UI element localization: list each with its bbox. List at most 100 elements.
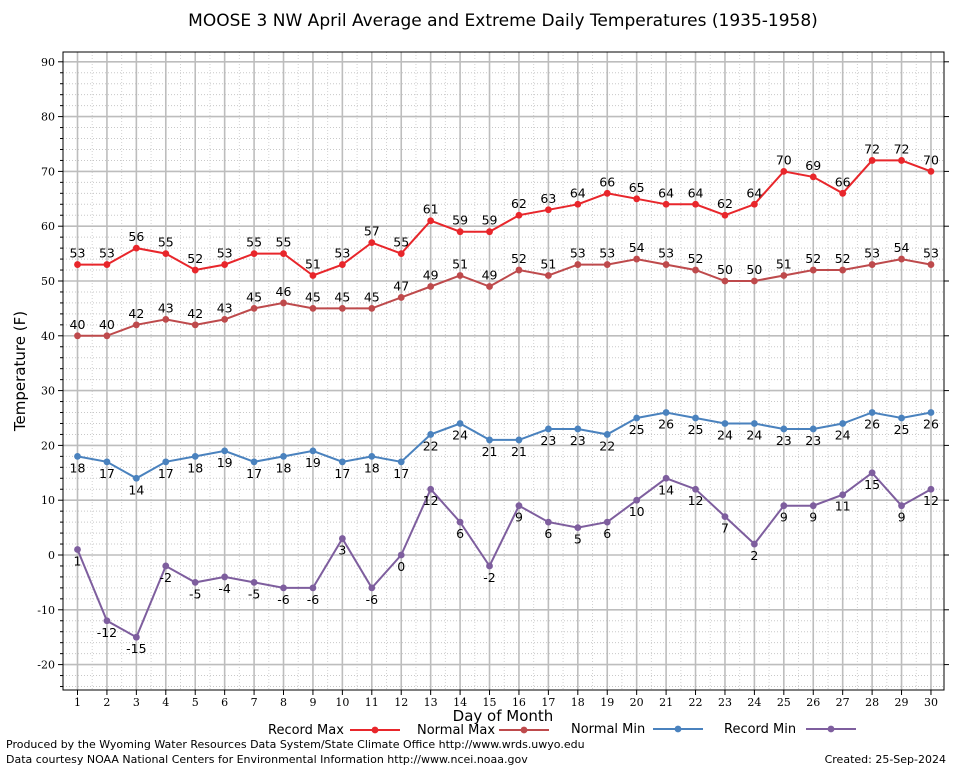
legend-label: Normal Min (571, 722, 645, 737)
data-label: 52 (835, 251, 851, 266)
data-label: 65 (629, 180, 645, 195)
data-label: 9 (809, 510, 817, 525)
data-point (721, 513, 729, 521)
data-label: 51 (776, 257, 792, 272)
x-tick-label: 26 (806, 696, 820, 709)
data-point (750, 540, 758, 548)
data-label: 53 (570, 246, 586, 261)
x-tick-label: 24 (747, 696, 761, 709)
data-label: 9 (515, 510, 523, 525)
data-label: 18 (187, 460, 203, 475)
data-point (633, 255, 641, 263)
data-point (780, 168, 788, 175)
data-point (574, 261, 582, 268)
legend-item-normal-max: Normal Max (417, 723, 549, 738)
data-label: 45 (364, 289, 380, 304)
data-label: 24 (746, 427, 762, 442)
data-point (662, 409, 670, 416)
data-point (427, 431, 435, 438)
data-point (103, 261, 111, 268)
data-point (898, 502, 905, 510)
data-label: 26 (923, 417, 939, 432)
data-label: 11 (835, 499, 851, 514)
data-label: 59 (482, 213, 498, 228)
x-axis-ticks: 1 2 3 4 5 6 7 8 9 10 11 12 13 14 15 16 17 18 19 20 21 22 23 24 2… (74, 690, 938, 709)
data-point (721, 277, 729, 285)
data-label: 23 (776, 433, 792, 448)
data-label: 62 (511, 196, 527, 211)
data-point (74, 452, 81, 460)
data-point (898, 157, 905, 164)
y-tick-label: -20 (37, 659, 55, 672)
y-tick-label: 50 (41, 275, 55, 288)
data-point (221, 573, 229, 581)
series-line-record-max (77, 159, 932, 277)
data-point (868, 469, 876, 477)
x-tick-label: 17 (541, 696, 555, 709)
data-point (544, 425, 552, 433)
data-label: -5 (189, 586, 201, 601)
data-point (162, 562, 170, 570)
data-point (633, 414, 641, 422)
y-tick-label: 40 (41, 330, 55, 343)
data-point (338, 458, 346, 466)
legend-swatch-marker (520, 726, 528, 734)
x-tick-label: 14 (453, 696, 467, 709)
data-point (456, 272, 464, 279)
data-label: 53 (599, 246, 615, 261)
y-axis-label: Temperature (F) (11, 311, 29, 432)
data-point (368, 239, 376, 247)
series-normal-min: 18 17 14 17 18 19 17 18 19 17 18 17 22 24 21 21 23 23 22 25… (70, 409, 939, 497)
x-tick-label: 23 (718, 696, 732, 709)
data-label: 53 (658, 246, 674, 261)
data-point (250, 250, 258, 257)
data-point (162, 315, 170, 323)
legend-label: Record Max (268, 723, 344, 738)
data-point (191, 452, 199, 460)
x-tick-label: 3 (133, 696, 140, 709)
data-point (162, 250, 170, 257)
data-point (280, 299, 287, 307)
data-point (868, 409, 876, 416)
data-point (750, 277, 758, 285)
data-point (603, 518, 611, 526)
data-label: 2 (750, 548, 758, 563)
data-point (515, 266, 523, 274)
data-point (927, 485, 935, 493)
data-label: -6 (366, 592, 379, 607)
data-label: -4 (218, 581, 231, 596)
data-label: -12 (97, 625, 117, 640)
data-label: 23 (540, 433, 556, 448)
data-label: -15 (126, 641, 146, 656)
legend-label: Record Min (724, 722, 796, 737)
x-tick-label: 25 (777, 696, 791, 709)
data-point (368, 305, 376, 312)
data-point (309, 447, 317, 455)
data-point (662, 200, 670, 208)
data-label: 40 (70, 317, 86, 332)
data-label: 17 (99, 466, 115, 481)
legend-item-record-min: Record Min (724, 722, 856, 737)
data-point (74, 332, 81, 340)
data-point (515, 502, 523, 510)
data-point (780, 272, 788, 279)
data-point (603, 189, 611, 197)
data-label: 45 (305, 289, 321, 304)
data-label: 5 (574, 532, 582, 547)
data-label: 53 (334, 246, 350, 261)
data-label: 59 (452, 213, 468, 228)
data-point (397, 250, 405, 257)
data-label: 72 (864, 141, 880, 156)
data-label: 26 (658, 417, 674, 432)
x-tick-label: 12 (394, 696, 408, 709)
data-label: 18 (70, 460, 86, 475)
data-point (750, 200, 758, 208)
data-label: 64 (658, 185, 674, 200)
data-label: 55 (393, 235, 409, 250)
data-point (132, 244, 140, 252)
data-point (721, 211, 729, 219)
legend: Record Max Normal Max Normal Min Record Min (268, 722, 856, 738)
data-point (338, 535, 346, 542)
y-tick-label: 70 (41, 165, 55, 178)
x-tick-label: 22 (689, 696, 703, 709)
